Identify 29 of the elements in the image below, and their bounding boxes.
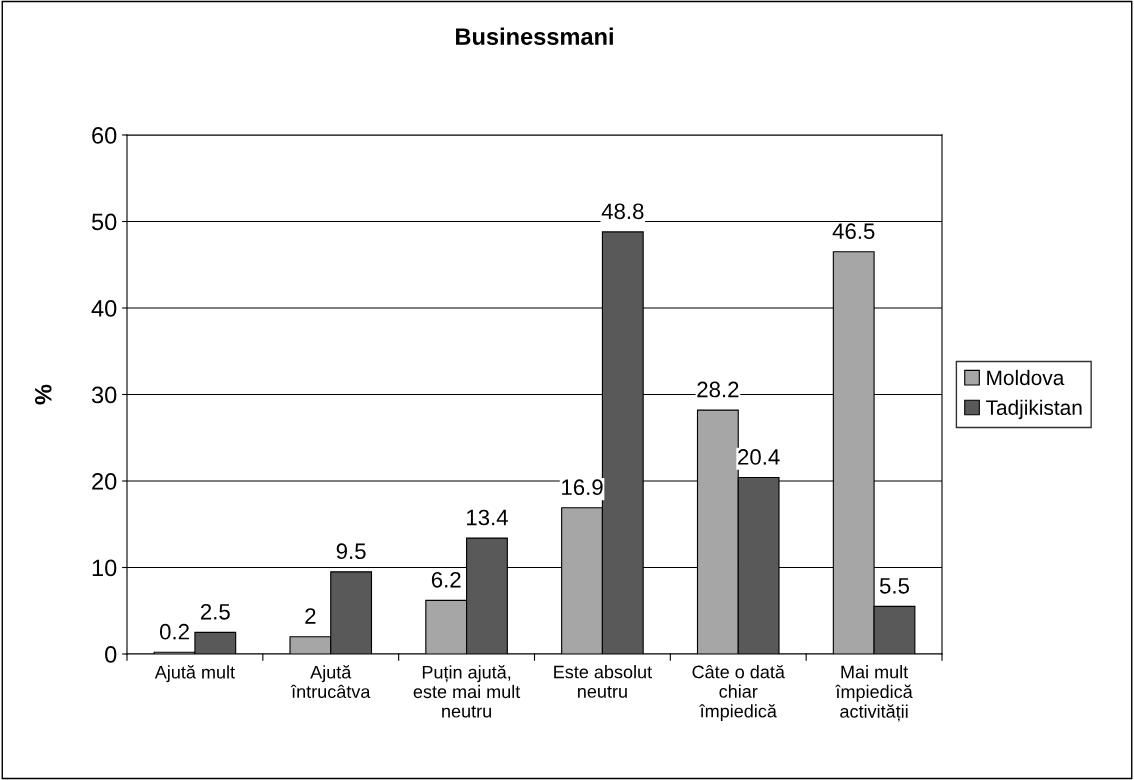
y-tick-label: 10 — [92, 559, 117, 577]
x-tick-label: Ajută întrucâtva — [290, 665, 371, 699]
data-label: 6.2 — [431, 571, 461, 588]
data-label: 46.5 — [832, 223, 875, 240]
y-axis-title: % — [34, 384, 52, 405]
data-label: 48.8 — [601, 203, 644, 220]
legend-label: Tadjikistan — [986, 399, 1082, 420]
x-tick-label: Ajută mult — [154, 665, 235, 683]
data-label: 13.4 — [467, 509, 508, 526]
x-tick-label: Este absolut neutru — [554, 665, 652, 698]
data-label: 5.5 — [879, 578, 909, 594]
data-label: 16.9 — [562, 479, 603, 496]
y-tick-label: 60 — [92, 127, 117, 144]
chart-title: Businessmani — [456, 27, 613, 45]
legend-label: Moldova — [987, 369, 1065, 386]
data-label: 20.4 — [738, 449, 780, 465]
y-tick-label: 20 — [92, 473, 117, 490]
data-label: 0.2 — [159, 623, 189, 640]
data-label: 9.5 — [336, 543, 366, 560]
x-tick-label: Câte o dată chiar împiedică — [692, 664, 785, 722]
x-tick-label: Puțin ajută, este mai mult neutru — [413, 665, 521, 718]
y-tick-label: 30 — [91, 386, 117, 404]
y-tick-label: 50 — [91, 213, 117, 231]
data-label: 2 — [305, 608, 316, 624]
y-tick-label: 0 — [105, 646, 117, 663]
data-label: 2.5 — [200, 603, 230, 620]
x-tick-label: Mai mult împiedică activității — [835, 665, 913, 722]
data-label: 28.2 — [697, 381, 739, 398]
y-tick-label: 40 — [91, 300, 117, 317]
